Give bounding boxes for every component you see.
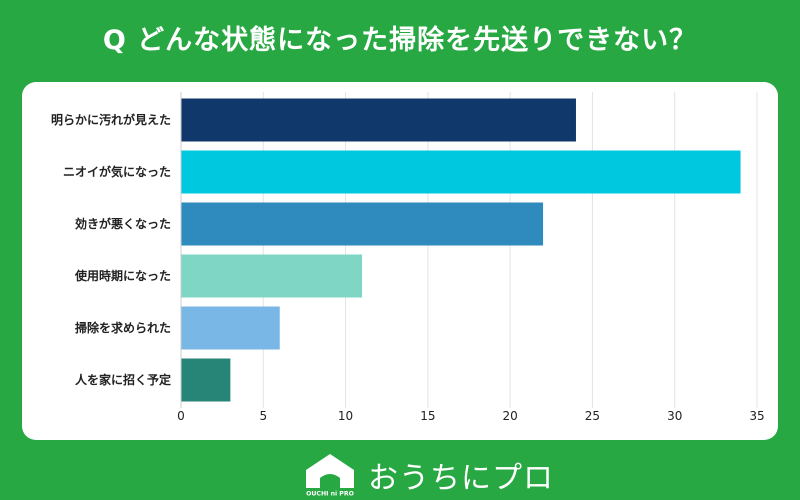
house-logo-icon: OUCHI ni PRO <box>306 454 354 498</box>
bar-chart: 0 5 10 15 20 25 30 35 明らかに汚れが見えたニオイが気になった効きが悪くなっ… <box>51 92 765 423</box>
chart-card: 0 5 10 15 20 25 30 35 明らかに汚れが見えたニオイが気になった効きが悪くなっ… <box>22 82 778 440</box>
x-tick-label: 35 <box>749 409 764 423</box>
x-tick-label: 10 <box>338 409 353 423</box>
logo-caption: OUCHI ni PRO <box>306 491 354 498</box>
bar <box>181 150 741 194</box>
bar <box>181 98 576 142</box>
category-label: ニオイが気になった <box>63 164 171 179</box>
category-label: 掃除を求められた <box>75 320 171 335</box>
category-label: 明らかに汚れが見えた <box>51 112 171 127</box>
footer: OUCHI ni PRO おうちにプロ <box>0 446 800 500</box>
bar <box>181 358 231 402</box>
x-tick-label: 30 <box>667 409 682 423</box>
category-label: 人を家に招く予定 <box>75 372 171 387</box>
x-tick-label: 20 <box>503 409 518 423</box>
bar <box>181 306 280 350</box>
bar <box>181 202 544 246</box>
brand-name: おうちにプロ <box>368 461 554 496</box>
x-tick-label: 0 <box>177 409 185 423</box>
category-label: 効きが悪くなった <box>75 216 171 231</box>
x-tick-label: 25 <box>585 409 600 423</box>
category-label: 使用時期になった <box>74 268 171 283</box>
x-tick-label: 5 <box>259 409 267 423</box>
chart-title: Q どんな状態になった掃除を先送りできない？ <box>102 25 698 56</box>
bar <box>181 254 363 298</box>
x-tick-label: 15 <box>420 409 435 423</box>
